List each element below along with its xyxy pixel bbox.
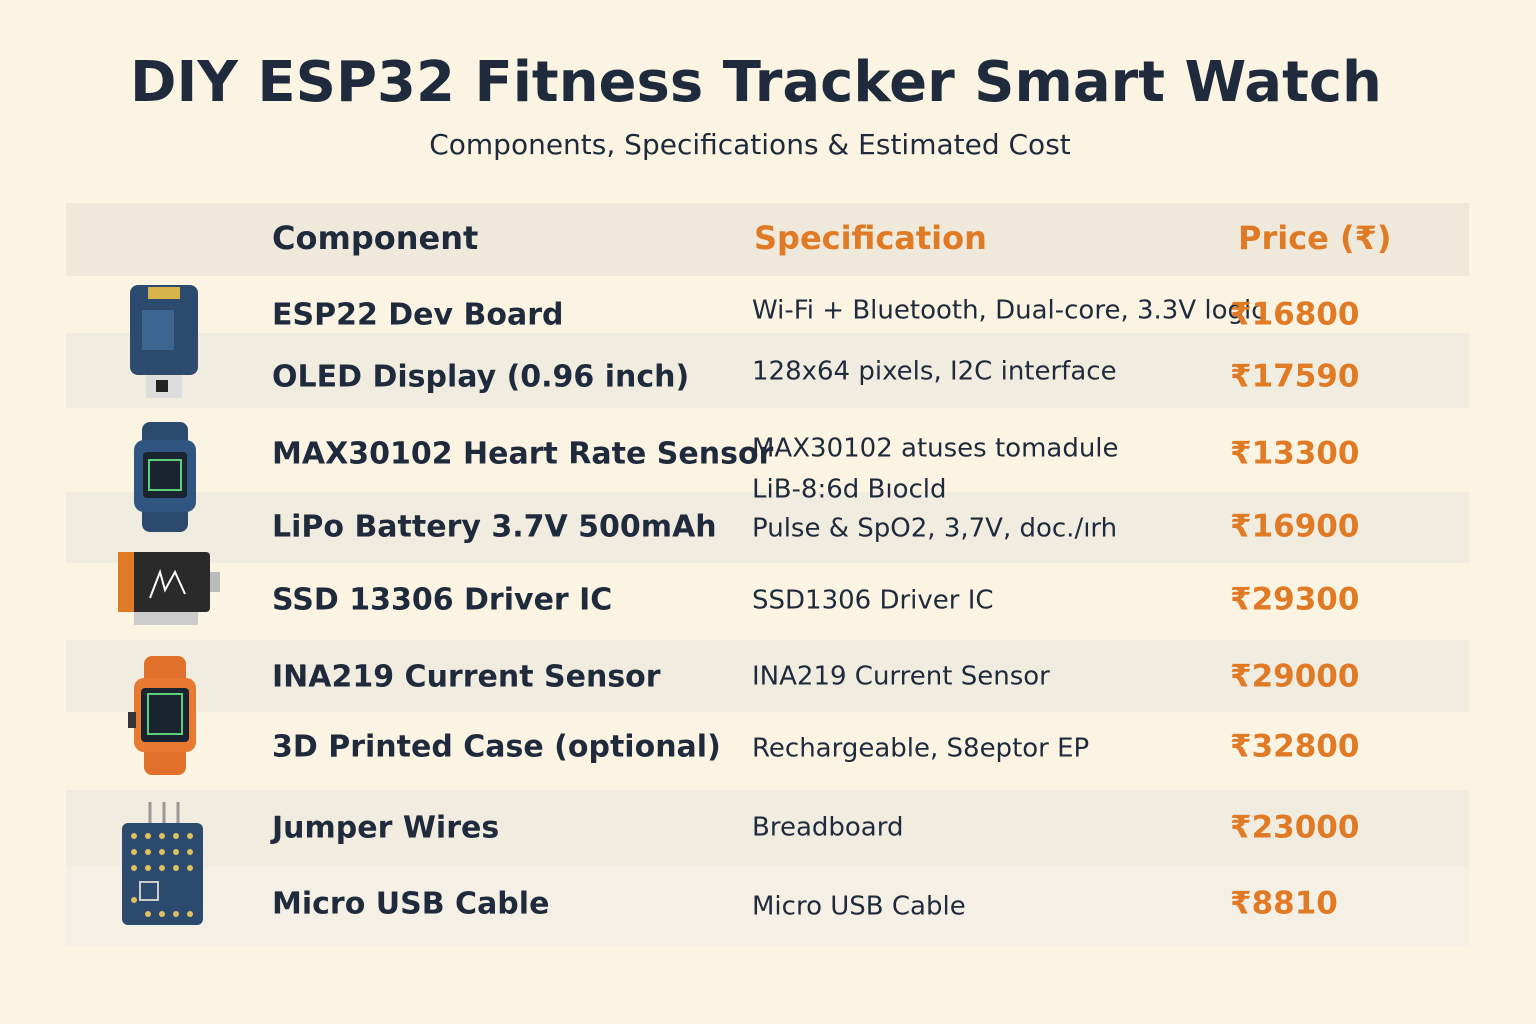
price: ₹16900 <box>1230 509 1359 545</box>
title: DIY ESP32 Fitness Tracker Smart Watch <box>130 50 1382 115</box>
subtitle: Components, Specifications & Estimated C… <box>429 128 1071 161</box>
specification: Micro USB Cable <box>752 892 966 922</box>
header-band <box>66 203 1469 276</box>
specification: Wi-Fi + Bluetooth, Dual-core, 3.3V logic <box>752 296 1266 326</box>
price: ₹29000 <box>1230 659 1359 695</box>
specification: Breadboard <box>752 813 903 843</box>
battery-icon <box>118 552 220 625</box>
specification: 128x64 pixels, I2C interface <box>752 357 1117 387</box>
breadboard-icon <box>122 802 203 925</box>
row-bands <box>66 333 1469 946</box>
row-band <box>66 640 1469 712</box>
column-header: Component <box>272 219 478 257</box>
component-name: ESP22 Dev Board <box>272 298 564 333</box>
column-header: Price (₹) <box>1238 219 1392 257</box>
specification: Rechargeable, S8eptor EP <box>752 734 1089 764</box>
price: ₹17590 <box>1230 359 1359 395</box>
price: ₹23000 <box>1230 810 1359 846</box>
specification: INA219 Current Sensor <box>752 662 1050 692</box>
specification: LiB-8:6d Bıocld <box>752 475 947 505</box>
component-name: Jumper Wires <box>270 811 499 846</box>
specification: MAX30102 atuses tomadule <box>752 434 1119 464</box>
dev-board-icon <box>130 285 198 398</box>
orange-watch-icon <box>128 656 196 775</box>
component-name: INA219 Current Sensor <box>272 660 661 695</box>
price: ₹16800 <box>1230 297 1359 333</box>
specification: Pulse & SpO2, 3,7V, doc./ırh <box>752 514 1117 544</box>
component-name: SSD 13306 Driver IC <box>272 583 612 618</box>
row-band <box>66 790 1469 867</box>
specification: SSD1306 Driver IC <box>752 586 994 616</box>
row-band <box>66 333 1469 408</box>
row-band <box>66 867 1469 946</box>
row-band <box>66 492 1469 563</box>
component-name: MAX30102 Heart Rate Sensor <box>272 437 774 472</box>
component-name: 3D Printed Case (optional) <box>272 730 721 765</box>
price: ₹32800 <box>1230 729 1359 765</box>
price: ₹13300 <box>1230 436 1359 472</box>
component-name: OLED Display (0.96 inch) <box>272 360 689 395</box>
price: ₹8810 <box>1230 886 1338 922</box>
column-header: Specification <box>754 219 987 257</box>
watch-icon <box>134 422 196 532</box>
component-name: Micro USB Cable <box>272 887 549 922</box>
price: ₹29300 <box>1230 582 1359 618</box>
component-name: LiPo Battery 3.7V 500mAh <box>272 510 717 545</box>
